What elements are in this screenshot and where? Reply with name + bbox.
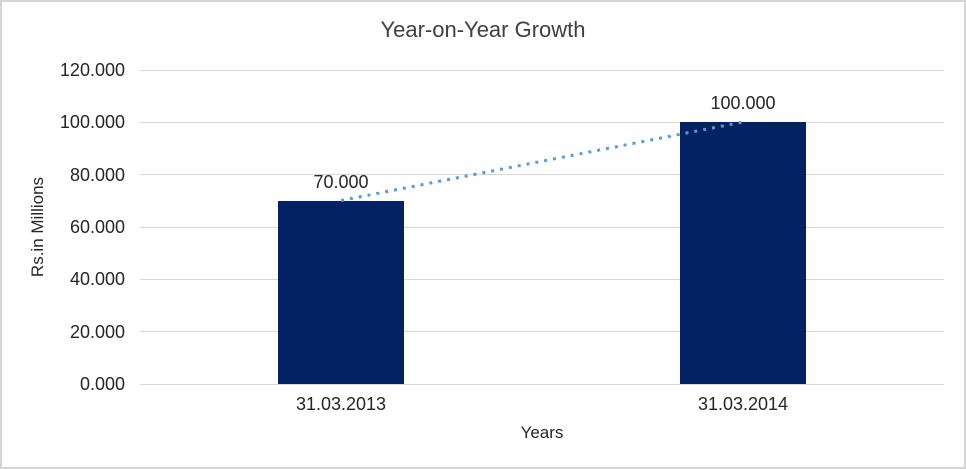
x-axis-category-label: 31.03.2014 — [697, 394, 789, 414]
bar — [278, 200, 404, 384]
gridline — [140, 174, 944, 176]
chart-title: Year-on-Year Growth — [380, 17, 586, 42]
gridline — [140, 331, 944, 333]
bar-data-label: 100.000 — [710, 93, 776, 114]
gridline — [140, 69, 944, 71]
gridline — [140, 121, 944, 123]
gridline — [140, 226, 944, 228]
y-axis-tick-label: 40.000 — [69, 269, 125, 290]
bar — [680, 122, 806, 384]
y-axis-tick-label: 60.000 — [69, 217, 125, 237]
gridline — [140, 278, 944, 280]
x-axis-category-label: 31.03.2013 — [295, 394, 387, 414]
gridline — [140, 383, 944, 385]
y-axis-tick-label: 100.000 — [59, 112, 125, 133]
bar-data-label: 70.000 — [313, 171, 369, 192]
x-axis-title: Years — [520, 423, 564, 442]
y-axis-tick-label: 80.000 — [69, 164, 125, 185]
y-axis-tick-label: 20.000 — [69, 321, 125, 342]
y-axis-tick-label: 0.000 — [79, 374, 125, 394]
y-axis-tick-label: 120.000 — [59, 60, 125, 80]
